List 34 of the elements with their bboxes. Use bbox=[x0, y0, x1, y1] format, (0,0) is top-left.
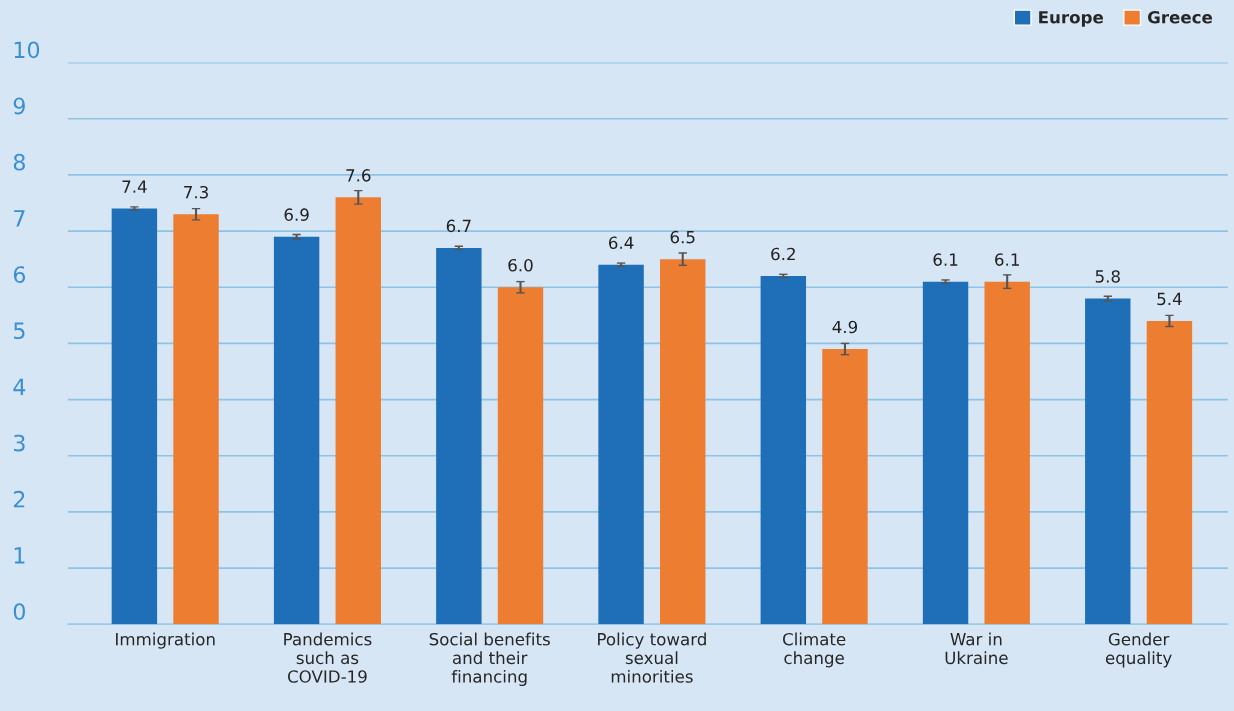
data-label: 7.4 bbox=[122, 180, 147, 193]
x-tick-label: Social benefits and their financing bbox=[429, 632, 550, 687]
legend-label: Greece bbox=[1147, 10, 1213, 24]
y-tick-label: 9 bbox=[13, 97, 25, 115]
data-label: 6.1 bbox=[933, 253, 958, 266]
y-tick-label: 3 bbox=[14, 434, 25, 452]
data-label: 6.0 bbox=[508, 258, 533, 272]
data-label: 7.3 bbox=[184, 185, 208, 199]
data-label: 6.9 bbox=[284, 208, 309, 221]
x-tick-label: Gender equality bbox=[1105, 632, 1172, 668]
x-tick-label: Pandemics such as COVID-19 bbox=[284, 632, 372, 683]
data-label: 6.5 bbox=[670, 230, 695, 244]
y-tick-label: 2 bbox=[13, 490, 25, 508]
data-label: 6.2 bbox=[771, 247, 795, 261]
data-label: 6.7 bbox=[446, 219, 471, 233]
y-tick-label: 10 bbox=[14, 41, 40, 59]
x-tick-label: War in Ukraine bbox=[945, 632, 1008, 665]
data-label: 4.9 bbox=[832, 320, 858, 334]
y-tick-label: 6 bbox=[13, 266, 26, 283]
x-tick-label: Climate change bbox=[783, 632, 846, 668]
y-tick-label: 1 bbox=[14, 547, 25, 564]
y-tick-label: 8 bbox=[13, 153, 25, 171]
data-label: 5.4 bbox=[1157, 292, 1182, 306]
x-tick-label: Immigration bbox=[116, 632, 215, 649]
legend-label: Europe bbox=[1039, 11, 1103, 27]
x-tick-label: Policy toward sexual minorities bbox=[598, 632, 706, 683]
data-label: 6.1 bbox=[995, 253, 1019, 266]
y-tick-label: 4 bbox=[13, 378, 26, 395]
data-label: 5.8 bbox=[1095, 270, 1120, 283]
y-tick-label: 0 bbox=[13, 603, 25, 620]
y-tick-label: 7 bbox=[14, 210, 25, 227]
y-tick-label: 5 bbox=[14, 322, 25, 340]
data-label: 6.4 bbox=[608, 236, 634, 250]
data-label: 7.6 bbox=[346, 169, 371, 182]
